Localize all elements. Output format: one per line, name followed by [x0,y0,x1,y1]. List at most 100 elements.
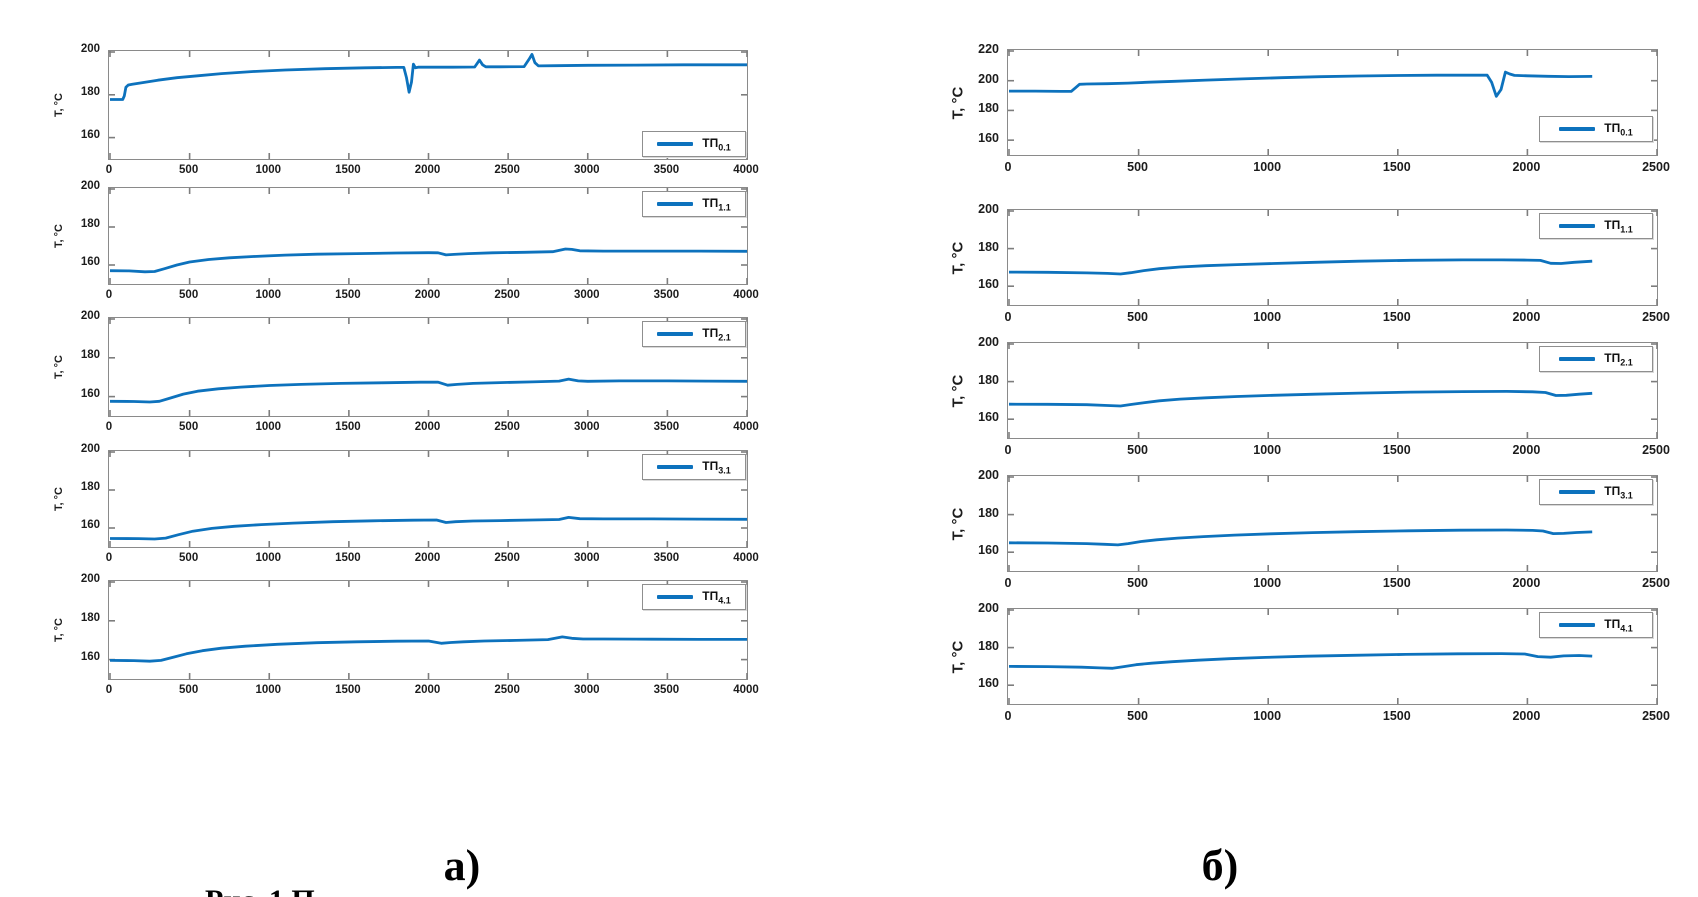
legend-label-a4: ТП4.1 [702,588,731,606]
xtick-label-a2: 1000 [255,421,282,433]
legend-line-sample-a1 [657,202,694,206]
legend-label-a0: ТП0.1 [702,135,731,153]
xtick-label-b3: 500 [1127,576,1149,590]
plot-area-a2 [108,317,748,417]
xtick-label-a2: 2500 [494,421,520,433]
ytick-label-b3: 160 [978,543,999,558]
ytick-label-a2: 200 [80,310,100,322]
ytick-label-b4: 180 [978,638,999,653]
xtick-label-a2: 1500 [335,421,361,433]
legend-label-b4: ТП4.1 [1604,616,1633,634]
legend-line-sample-b2 [1559,357,1596,361]
ytick-label-a1: 160 [80,256,100,268]
legend-b4: ТП4.1 [1539,612,1653,638]
xtick-label-a3: 2500 [494,552,520,564]
y-axis-label-b1: T, °C [949,241,967,274]
xtick-label-a4: 2000 [414,684,441,696]
xtick-label-b3: 1000 [1253,576,1282,590]
ytick-label-a4: 200 [80,573,100,585]
xtick-label-a0: 1500 [335,164,361,176]
xtick-label-a4: 3500 [653,684,680,696]
legend-line-sample-a4 [657,595,694,599]
legend-label-a3: ТП3.1 [702,458,731,476]
legend-label-b2: ТП2.1 [1604,350,1633,368]
ytick-label-a2: 160 [80,387,100,400]
xtick-label-a1: 1000 [255,289,282,301]
xtick-label-a4: 500 [179,684,199,696]
plot-area-a1 [108,187,748,285]
xtick-label-b1: 0 [1004,310,1012,324]
xtick-label-a0: 2500 [494,164,520,176]
panel-label-a: а) [443,841,481,890]
xtick-label-a2: 2000 [414,421,441,433]
legend-a1: ТП1.1 [642,191,746,217]
ytick-label-a3: 160 [80,519,100,531]
ytick-label-b3: 200 [978,468,999,482]
ytick-label-a2: 180 [80,348,100,361]
xtick-label-b2: 2500 [1642,443,1670,457]
xtick-label-a0: 500 [179,164,199,176]
xtick-label-a1: 0 [105,289,113,301]
series-line-b2 [1008,390,1593,408]
panel-label-b: б) [1201,841,1239,890]
xtick-label-b0: 2500 [1642,160,1670,174]
plot-svg-a1 [109,188,748,284]
plot-area-a0 [108,50,748,160]
xtick-label-b2: 2000 [1512,443,1541,457]
xtick-label-b4: 0 [1004,709,1012,723]
xtick-label-b3: 0 [1004,576,1012,590]
xtick-label-a1: 3000 [573,289,600,301]
xtick-label-b3: 1500 [1382,576,1411,590]
y-axis-label-b4: T, °C [949,640,967,673]
legend-a3: ТП3.1 [642,454,746,480]
legend-line-sample-b4 [1559,623,1596,627]
xtick-label-b1: 1000 [1253,310,1282,324]
xtick-label-b2: 500 [1127,443,1149,457]
xtick-label-a0: 4000 [733,164,759,176]
y-axis-label-a2: T, °C [53,355,65,379]
legend-label-a1: ТП1.1 [702,195,731,213]
xtick-label-b1: 2000 [1512,310,1541,324]
series-line-a0 [110,53,747,101]
y-axis-label-a3: T, °C [53,487,65,511]
y-axis-label-a0: T, °C [53,93,65,117]
plot-area-a4 [108,580,748,680]
legend-a0: ТП0.1 [642,131,746,157]
legend-label-b1: ТП1.1 [1604,217,1633,235]
legend-line-sample-b1 [1559,224,1596,228]
legend-a4: ТП4.1 [642,584,746,610]
series-line-a1 [109,247,748,274]
legend-line-sample-b0 [1559,127,1596,131]
legend-b1: ТП1.1 [1539,213,1653,239]
xtick-label-a1: 500 [179,289,199,301]
xtick-label-b4: 1500 [1382,709,1411,723]
xtick-label-a2: 3500 [653,421,680,433]
xtick-label-b2: 1000 [1253,443,1282,457]
legend-label-a2: ТП2.1 [702,325,731,343]
legend-a2: ТП2.1 [642,321,746,347]
ytick-label-a4: 160 [80,650,100,663]
xtick-label-b0: 1500 [1382,160,1411,174]
ytick-label-a0: 200 [80,43,100,55]
plot-area-a3 [108,450,748,548]
plot-svg-a0 [109,51,748,159]
ytick-label-b4: 160 [978,676,999,691]
xtick-label-b4: 2000 [1512,709,1541,723]
ytick-label-a1: 180 [80,218,100,230]
xtick-label-a4: 2500 [494,684,520,696]
series-line-b0 [1009,70,1593,98]
xtick-label-a4: 1500 [335,684,361,696]
series-line-b4 [1008,652,1593,670]
xtick-label-b1: 1500 [1382,310,1411,324]
xtick-label-a4: 4000 [733,684,759,696]
xtick-label-a0: 3500 [653,164,680,176]
series-line-a4 [109,635,747,663]
plot-svg-b4 [1008,609,1658,704]
plot-svg-a4 [109,581,748,679]
xtick-label-a2: 4000 [733,421,759,433]
y-axis-label-a4: T, °C [53,618,65,642]
xtick-label-a1: 2000 [414,289,441,301]
xtick-label-b2: 0 [1004,443,1012,457]
xtick-label-b0: 0 [1004,160,1012,174]
